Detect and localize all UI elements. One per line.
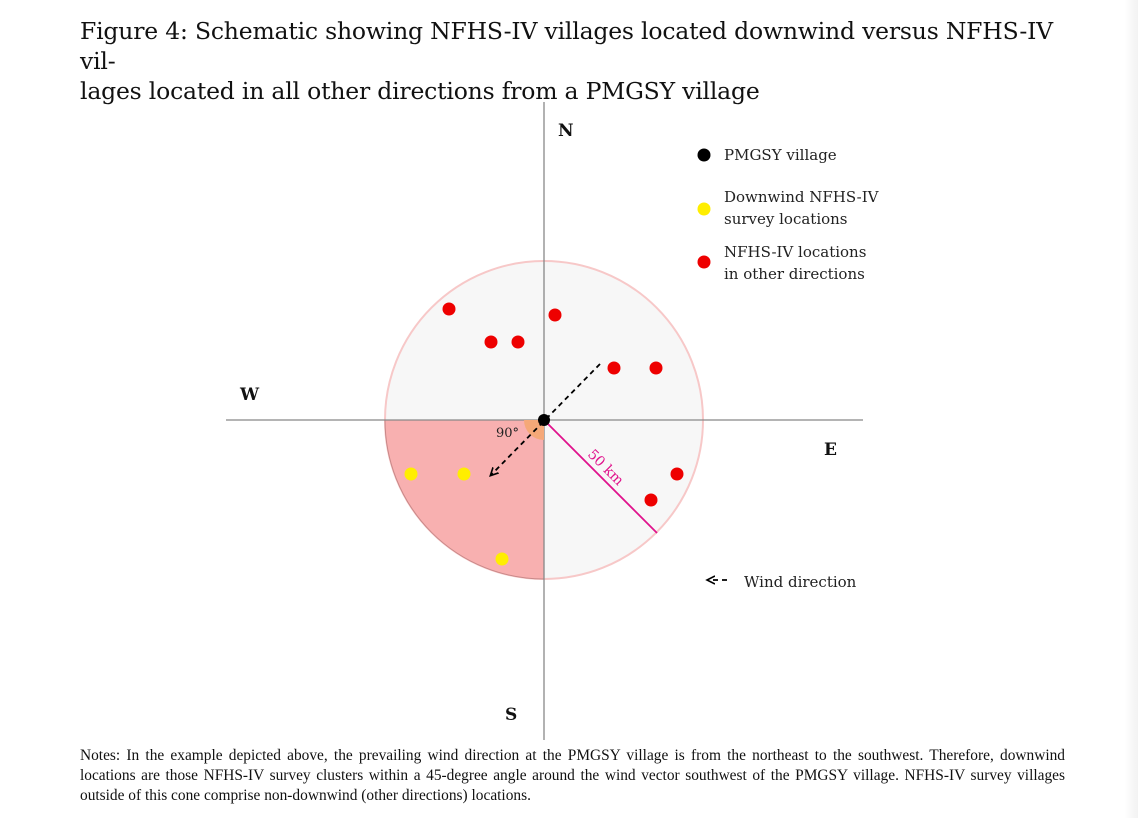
figure-notes: Notes: In the example depicted above, th… bbox=[80, 747, 1065, 804]
legend: PMGSY village Downwind NFHS-IV survey lo… bbox=[697, 146, 880, 591]
legend-pmgsy-marker bbox=[697, 148, 711, 162]
other-location-dot bbox=[484, 335, 498, 349]
other-location-dot bbox=[511, 335, 525, 349]
page-edge-shadow bbox=[1124, 0, 1138, 818]
radius-line bbox=[543, 419, 658, 534]
other-location-dot bbox=[670, 467, 684, 481]
downwind-sector bbox=[385, 420, 544, 579]
south-label: S bbox=[505, 705, 517, 725]
other-location-dot bbox=[607, 361, 621, 375]
other-location-dot bbox=[649, 361, 663, 375]
legend-other-label-2: in other directions bbox=[724, 265, 865, 283]
downwind-location-dot bbox=[495, 552, 509, 566]
other-location-dot bbox=[548, 308, 562, 322]
legend-pmgsy-label: PMGSY village bbox=[724, 146, 837, 164]
downwind-location-dot bbox=[457, 467, 471, 481]
legend-downwind-label-1: Downwind NFHS-IV bbox=[724, 188, 880, 206]
figure-caption: Figure 4: Schematic showing NFHS-IV vill… bbox=[80, 16, 1070, 106]
downwind-sector-arc bbox=[384, 419, 545, 580]
other-location-dot bbox=[442, 302, 456, 316]
caption-line-1: Figure 4: Schematic showing NFHS-IV vill… bbox=[80, 17, 1053, 75]
legend-other-label-1: NFHS-IV locations bbox=[724, 243, 866, 261]
legend-downwind-marker bbox=[697, 202, 711, 216]
wind-schematic: 90° 50 km N S E W PMGSY village Downwind… bbox=[226, 102, 880, 740]
legend-downwind-label-2: survey locations bbox=[724, 210, 848, 228]
west-label: W bbox=[239, 385, 260, 405]
other-location-dot bbox=[644, 493, 658, 507]
angle-label: 90° bbox=[496, 426, 519, 441]
north-label: N bbox=[558, 121, 574, 141]
pmgsy-village-dot bbox=[538, 414, 550, 426]
east-label: E bbox=[824, 440, 837, 460]
caption-line-2: lages located in all other directions fr… bbox=[80, 77, 760, 105]
downwind-location-dot bbox=[404, 467, 418, 481]
legend-wind-label: Wind direction bbox=[744, 573, 857, 591]
legend-other-marker bbox=[697, 255, 711, 269]
wind-vector bbox=[491, 363, 601, 475]
